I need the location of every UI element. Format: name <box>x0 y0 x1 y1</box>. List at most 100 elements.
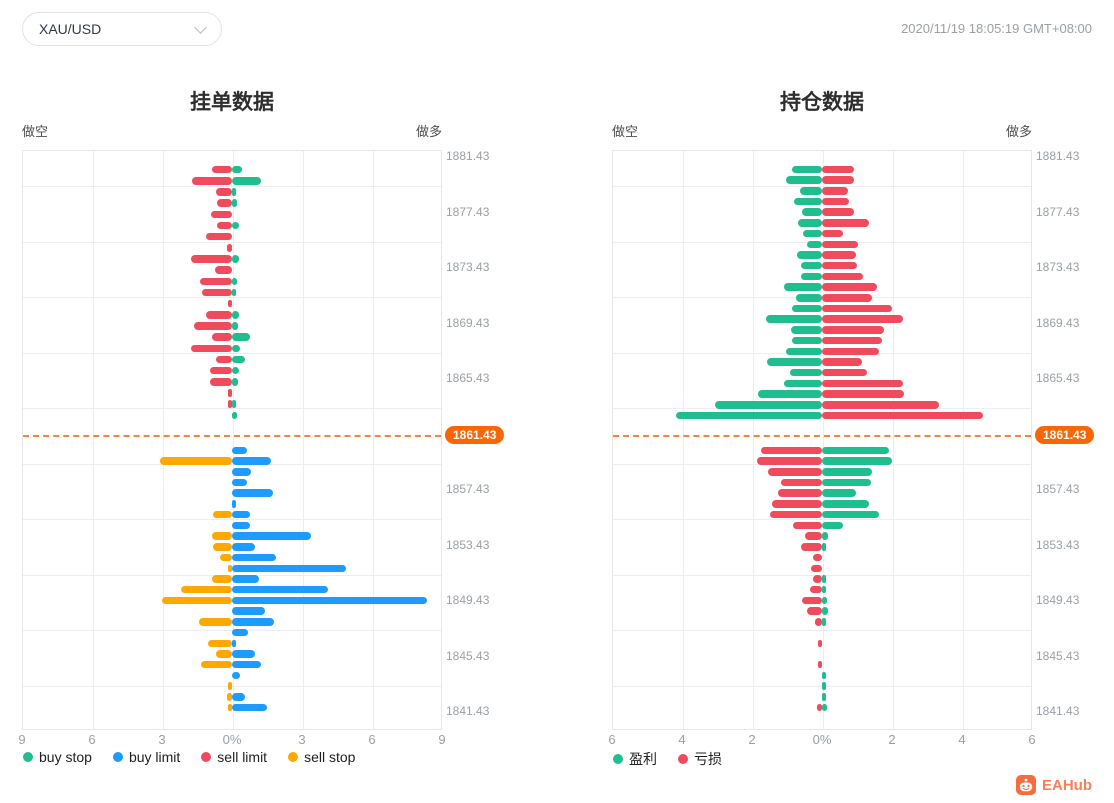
legend-item-sell-limit[interactable]: sell limit <box>201 749 267 765</box>
sell-limit-bar <box>209 366 232 375</box>
legend-label: 亏损 <box>694 751 722 767</box>
buy-stop-bar <box>232 165 242 174</box>
gridline <box>753 151 754 729</box>
sell-limit-bar <box>190 255 232 263</box>
price-axis-label: 1873.43 <box>1036 260 1080 274</box>
盈利-bar <box>822 543 826 551</box>
bar-row <box>23 287 441 298</box>
price-axis-label: 1869.43 <box>446 315 490 330</box>
sell-limit-bar <box>209 378 232 386</box>
x-axis-tick-label: 6 <box>88 732 96 747</box>
gridline <box>823 151 824 729</box>
buy-limit-bar <box>232 585 328 594</box>
price-axis-label: 1841.43 <box>446 704 490 718</box>
legend-item-sell-stop[interactable]: sell stop <box>288 749 355 765</box>
bar-row <box>23 445 441 456</box>
bar-row <box>613 552 1031 563</box>
bar-row <box>23 376 441 387</box>
gridline <box>613 463 1031 465</box>
bar-row <box>613 218 1031 229</box>
chart-legend: 盈利 亏损 <box>613 749 722 769</box>
亏损-bar <box>822 326 884 334</box>
盈利-bar <box>801 261 822 270</box>
x-axis-tick-label: 4 <box>958 732 966 747</box>
price-axis-label: 1865.43 <box>1036 371 1080 385</box>
bar-row <box>613 196 1031 207</box>
bar-row <box>613 584 1031 595</box>
bar-row <box>613 357 1031 368</box>
buy-limit-bar <box>232 553 277 562</box>
亏损-bar <box>812 553 822 562</box>
x-axis-tick-label: 9 <box>438 732 446 747</box>
亏损-bar <box>822 219 870 227</box>
盈利-bar <box>757 390 822 398</box>
symbol-select-value: XAU/USD <box>39 21 102 37</box>
bar-row <box>613 541 1031 552</box>
sell-stop-bar <box>220 553 232 562</box>
price-axis-label: 1857.43 <box>1036 482 1080 496</box>
bar-row <box>23 399 441 410</box>
pending-orders-chart-panel: 挂单数据 做空 做多 1861.43 1881.43 1877.43 1873.43… <box>18 91 505 765</box>
bar-row <box>613 303 1031 314</box>
亏损-bar <box>822 251 857 259</box>
盈利-bar <box>822 446 890 455</box>
buy-stop-bar <box>232 355 245 364</box>
亏损-bar <box>822 272 864 281</box>
亏损-bar <box>761 446 822 455</box>
bar-row <box>613 175 1031 186</box>
sell-stop-bar <box>212 532 232 540</box>
盈利-bar <box>822 489 856 497</box>
legend-item-盈利[interactable]: 盈利 <box>613 749 657 769</box>
亏损-bar <box>822 176 854 184</box>
legend-item-亏损[interactable]: 亏损 <box>678 749 722 769</box>
sell-stop-bar <box>213 543 232 551</box>
亏损-bar <box>822 358 863 366</box>
legend-item-buy-stop[interactable]: buy stop <box>23 749 92 765</box>
buy-limit-bar <box>232 639 236 648</box>
chart-plot-area <box>612 150 1032 730</box>
gridline <box>93 151 94 729</box>
bar-row <box>23 456 441 467</box>
x-axis-tick-label: 0% <box>812 732 832 747</box>
price-axis-label: 1849.43 <box>1036 593 1080 607</box>
bar-row <box>613 314 1031 325</box>
sell-stop-bar <box>200 660 232 669</box>
盈利-bar <box>797 251 822 259</box>
bar-row <box>613 335 1031 346</box>
bar-row <box>613 292 1031 303</box>
盈利-bar <box>791 326 822 334</box>
bar-row <box>23 702 441 713</box>
盈利-bar <box>792 304 822 313</box>
sell-limit-bar <box>228 389 232 397</box>
sell-limit-bar <box>228 299 232 308</box>
buy-limit-bar <box>232 532 312 540</box>
legend-dot-icon <box>613 754 623 764</box>
gridline <box>613 574 1031 576</box>
bar-row <box>613 389 1031 400</box>
sell-limit-bar <box>215 355 232 364</box>
symbol-select[interactable]: XAU/USD <box>22 12 222 46</box>
legend-item-buy-limit[interactable]: buy limit <box>112 749 180 765</box>
buy-limit-bar <box>232 575 259 583</box>
buy-limit-bar <box>232 521 251 530</box>
亏损-bar <box>816 703 822 712</box>
bar-row <box>613 606 1031 617</box>
亏损-bar <box>818 660 822 669</box>
price-axis-label: 1873.43 <box>446 260 490 274</box>
buy-limit-bar <box>232 618 274 626</box>
bar-row <box>613 325 1031 336</box>
亏损-bar <box>767 468 822 476</box>
buy-stop-bar <box>232 221 240 230</box>
亏损-bar <box>756 457 822 465</box>
亏损-bar <box>806 607 822 615</box>
x-axis-tick-label: 2 <box>888 732 896 747</box>
bar-row <box>23 410 441 421</box>
bar-row <box>23 186 441 197</box>
bar-row <box>613 282 1031 293</box>
亏损-bar <box>822 401 939 409</box>
gridline <box>23 297 441 298</box>
bars-below-price-line <box>23 436 441 729</box>
price-axis-label: 1869.43 <box>1036 315 1080 330</box>
亏损-bar <box>822 390 905 398</box>
bar-row <box>23 220 441 231</box>
